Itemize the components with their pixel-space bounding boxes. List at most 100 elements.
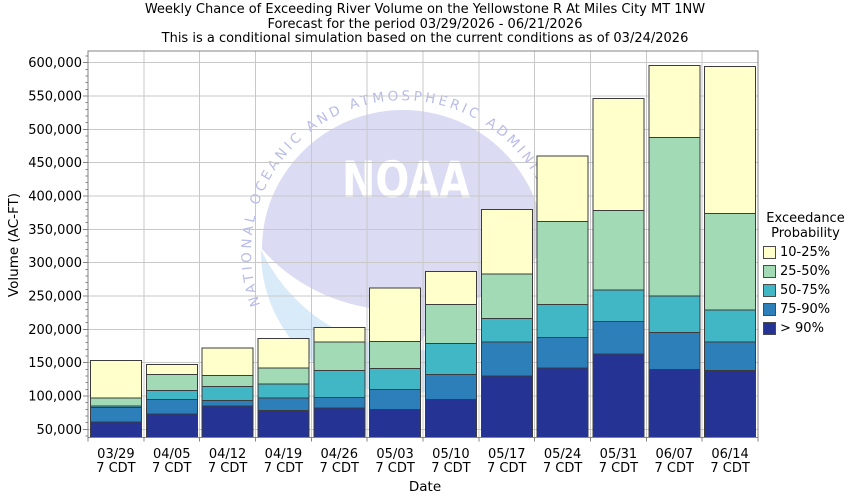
bar-segment-75-90% bbox=[536, 336, 589, 369]
bar-segment-75-90% bbox=[257, 397, 310, 412]
bar-segment-> 90% bbox=[145, 413, 198, 438]
bar-segment-50-75% bbox=[257, 383, 310, 399]
bar-03/29 bbox=[89, 360, 142, 439]
bar-05/24 bbox=[536, 155, 589, 438]
legend-entry: 50-75% bbox=[763, 284, 850, 297]
legend-swatch bbox=[763, 303, 776, 316]
y-tick-label: 50,000 bbox=[37, 423, 83, 438]
x-tick-label-time: 7 CDT bbox=[710, 461, 749, 476]
bar-segment-75-90% bbox=[648, 332, 701, 370]
x-tick-label-date: 06/07 bbox=[656, 447, 693, 462]
bar-segment-75-90% bbox=[145, 398, 198, 415]
bar-segment-> 90% bbox=[592, 353, 645, 439]
x-tick-label-time: 7 CDT bbox=[599, 461, 638, 476]
bar-04/05 bbox=[145, 364, 198, 438]
bar-segment-50-75% bbox=[648, 295, 701, 334]
y-tick-label: 150,000 bbox=[28, 356, 82, 371]
bar-segment-> 90% bbox=[313, 407, 366, 438]
bar-segment-50-75% bbox=[480, 318, 533, 343]
bar-segment-25-50% bbox=[536, 220, 589, 306]
x-tick-label-date: 05/03 bbox=[376, 447, 413, 462]
bars bbox=[89, 64, 757, 439]
bar-segment-10-25% bbox=[648, 64, 701, 138]
legend-swatch bbox=[763, 265, 776, 278]
bar-segment-25-50% bbox=[648, 136, 701, 297]
legend-title: Exceedance Probability bbox=[761, 211, 850, 241]
bar-06/14 bbox=[704, 66, 757, 438]
legend-label: > 90% bbox=[780, 321, 824, 336]
bar-04/26 bbox=[313, 326, 366, 438]
chart-subtitle-period: Forecast for the period 03/29/2026 - 06/… bbox=[267, 16, 583, 32]
x-tick-label-date: 04/19 bbox=[265, 447, 302, 462]
bar-05/03 bbox=[369, 287, 422, 438]
bar-06/07 bbox=[648, 64, 701, 438]
bar-segment-25-50% bbox=[424, 304, 477, 344]
y-tick-label: 400,000 bbox=[28, 189, 82, 204]
bar-segment-50-75% bbox=[369, 368, 422, 390]
legend-entry: 10-25% bbox=[763, 246, 850, 259]
x-axis-title: Date bbox=[408, 479, 442, 495]
x-tick-label-time: 7 CDT bbox=[543, 461, 582, 476]
x-tick-label-time: 7 CDT bbox=[152, 461, 191, 476]
bar-segment-> 90% bbox=[704, 370, 757, 438]
legend-entries: 10-25% 25-50% 50-75% 75-90% > 90% bbox=[761, 246, 850, 335]
x-tick-label-time: 7 CDT bbox=[431, 461, 470, 476]
chart-title: Weekly Chance of Exceeding River Volume … bbox=[144, 2, 706, 17]
bar-segment-> 90% bbox=[201, 405, 254, 439]
bar-segment-10-25% bbox=[704, 66, 757, 214]
x-tick-label-date: 04/26 bbox=[321, 447, 358, 462]
bar-segment-> 90% bbox=[648, 368, 701, 438]
legend-swatch bbox=[763, 284, 776, 297]
bar-segment-75-90% bbox=[201, 400, 254, 407]
plot-frame bbox=[87, 50, 759, 438]
bar-segment-> 90% bbox=[536, 367, 589, 438]
x-tick-label-time: 7 CDT bbox=[96, 461, 135, 476]
bar-segment-50-75% bbox=[424, 342, 477, 376]
legend-entry: > 90% bbox=[763, 322, 850, 335]
tick-labels: 50,000 100,000 150,000 200,000 250,000 300,00… bbox=[28, 56, 750, 476]
bar-segment-10-25% bbox=[201, 347, 254, 376]
x-tick-label-time: 7 CDT bbox=[655, 461, 694, 476]
bar-05/10 bbox=[424, 270, 477, 438]
bar-05/17 bbox=[480, 208, 533, 439]
legend-swatch bbox=[763, 246, 776, 259]
x-tick-label-date: 04/05 bbox=[153, 447, 190, 462]
bar-segment-50-75% bbox=[592, 289, 645, 322]
x-tick-label-date: 06/14 bbox=[711, 447, 748, 462]
legend-label: 10-25% bbox=[780, 245, 831, 260]
bar-segment-10-25% bbox=[369, 287, 422, 342]
bar-segment-25-50% bbox=[201, 374, 254, 388]
bar-04/19 bbox=[257, 338, 310, 438]
bar-segment-25-50% bbox=[313, 341, 366, 372]
bar-segment-75-90% bbox=[369, 388, 422, 410]
bar-segment-50-75% bbox=[536, 304, 589, 338]
x-tick-label-time: 7 CDT bbox=[375, 461, 414, 476]
legend-label: 25-50% bbox=[780, 264, 831, 279]
bar-segment-25-50% bbox=[592, 210, 645, 291]
bar-segment-10-25% bbox=[480, 208, 533, 275]
x-tick-label-date: 03/29 bbox=[97, 447, 134, 462]
chart-subtitle-condition: This is a conditional simulation based o… bbox=[161, 31, 689, 46]
y-tick-label: 550,000 bbox=[28, 89, 82, 104]
bar-segment-25-50% bbox=[480, 273, 533, 320]
bar-segment-> 90% bbox=[424, 398, 477, 438]
y-axis-title: Volume (AC-FT) bbox=[6, 192, 22, 298]
bar-segment-10-25% bbox=[89, 360, 142, 399]
y-tick-label: 350,000 bbox=[28, 223, 82, 238]
bar-segment-> 90% bbox=[257, 410, 310, 438]
y-tick-label: 450,000 bbox=[28, 156, 82, 171]
legend-entry: 75-90% bbox=[763, 303, 850, 316]
bar-segment-10-25% bbox=[424, 270, 477, 306]
bar-segment-75-90% bbox=[704, 341, 757, 372]
bar-05/31 bbox=[592, 98, 645, 439]
y-tick-label: 600,000 bbox=[28, 56, 82, 71]
bar-segment-> 90% bbox=[89, 421, 142, 439]
bar-segment-75-90% bbox=[89, 406, 142, 423]
bar-segment-10-25% bbox=[536, 155, 589, 222]
bar-segment-25-50% bbox=[257, 367, 310, 385]
bar-segment-25-50% bbox=[369, 340, 422, 370]
bar-segment-> 90% bbox=[480, 375, 533, 439]
x-tick-label-date: 05/17 bbox=[488, 447, 525, 462]
y-tick-label: 250,000 bbox=[28, 289, 82, 304]
